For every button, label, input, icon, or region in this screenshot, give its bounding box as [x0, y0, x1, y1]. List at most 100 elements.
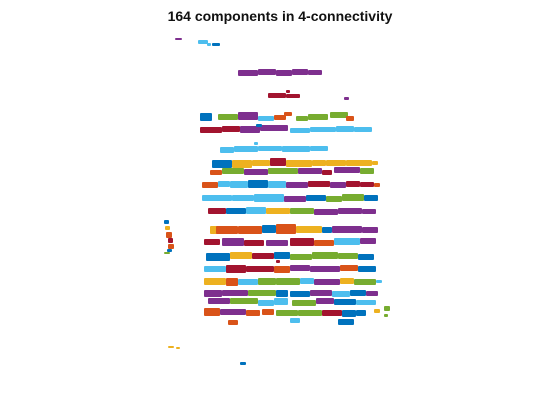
component-blob	[270, 158, 286, 166]
component-blob	[226, 278, 238, 286]
component-blob	[286, 160, 312, 167]
component-blob	[292, 69, 308, 75]
component-blob	[168, 244, 174, 249]
component-blob	[358, 254, 374, 260]
component-blob	[204, 239, 220, 245]
component-blob	[238, 279, 258, 285]
component-blob	[230, 252, 252, 259]
component-blob	[298, 168, 322, 174]
component-blob	[276, 278, 300, 285]
component-blob	[360, 182, 374, 187]
component-blob	[276, 70, 292, 76]
component-blob	[204, 308, 220, 316]
component-blob	[232, 195, 254, 201]
component-blob	[268, 93, 286, 98]
component-blob	[276, 310, 298, 316]
component-blob	[248, 290, 276, 296]
component-blob	[322, 227, 332, 233]
component-blob	[168, 346, 174, 348]
component-blob	[252, 160, 270, 166]
component-blob	[346, 181, 360, 187]
component-blob	[222, 290, 248, 296]
component-blob	[334, 167, 360, 173]
component-blob	[268, 181, 286, 188]
component-blob	[210, 170, 222, 175]
component-blob	[274, 266, 290, 273]
component-blob	[374, 183, 380, 187]
component-blob	[220, 309, 246, 315]
component-blob	[310, 290, 332, 296]
component-blob	[248, 180, 268, 188]
component-blob	[238, 70, 258, 76]
component-blob	[322, 170, 332, 175]
component-blob	[330, 112, 348, 118]
component-blob	[226, 265, 246, 273]
component-blob	[336, 126, 354, 132]
component-blob	[296, 116, 308, 121]
component-blob	[366, 291, 378, 296]
component-blob	[206, 253, 230, 261]
component-blob	[322, 310, 342, 316]
component-blob	[167, 249, 172, 252]
component-blob	[246, 207, 266, 214]
component-blob	[334, 238, 360, 245]
component-blob	[200, 127, 222, 133]
component-blob	[314, 209, 338, 215]
component-blob	[292, 300, 316, 306]
component-blob	[246, 310, 260, 316]
component-blob	[238, 226, 262, 234]
component-blob	[286, 182, 308, 188]
component-blob	[246, 266, 274, 272]
component-blob	[344, 97, 349, 100]
component-blob	[338, 319, 354, 325]
component-blob	[254, 142, 258, 145]
component-blob	[222, 126, 240, 132]
component-blob	[208, 208, 226, 214]
component-blob	[310, 146, 328, 151]
component-blob	[176, 347, 180, 349]
component-blob	[168, 238, 173, 243]
component-blob	[207, 43, 211, 46]
component-blob	[286, 90, 290, 93]
component-blob	[350, 290, 366, 296]
component-blob	[164, 220, 169, 224]
component-blob	[238, 112, 258, 120]
component-blob	[222, 168, 244, 174]
component-blob	[290, 254, 312, 260]
component-blob	[312, 160, 326, 166]
component-blob	[290, 318, 300, 323]
component-blob	[218, 114, 238, 120]
component-blob	[234, 146, 258, 152]
component-blob	[228, 320, 238, 325]
component-blob	[374, 309, 380, 313]
component-blob	[308, 70, 322, 75]
component-blob	[306, 195, 326, 201]
component-blob	[212, 43, 220, 46]
component-blob	[308, 181, 330, 187]
component-blob	[290, 291, 310, 297]
component-blob	[354, 127, 372, 132]
component-blob	[252, 253, 274, 259]
component-blob	[364, 195, 378, 201]
component-blob	[230, 298, 258, 304]
component-blob	[346, 116, 354, 121]
component-blob	[310, 127, 336, 132]
component-blob	[356, 310, 366, 316]
component-blob	[310, 266, 340, 272]
component-blob	[266, 208, 290, 214]
component-blob	[338, 253, 358, 259]
component-blob	[286, 94, 300, 98]
component-blob	[276, 290, 288, 297]
component-blob	[204, 266, 226, 272]
component-blob	[340, 265, 358, 271]
component-blob	[266, 240, 288, 246]
component-blob	[244, 169, 268, 175]
component-blob	[254, 194, 284, 202]
component-blob	[342, 194, 364, 201]
component-blob	[200, 113, 212, 121]
component-blob	[202, 182, 218, 188]
component-blob	[330, 182, 346, 188]
component-blob	[290, 265, 310, 271]
component-blob	[256, 124, 262, 127]
